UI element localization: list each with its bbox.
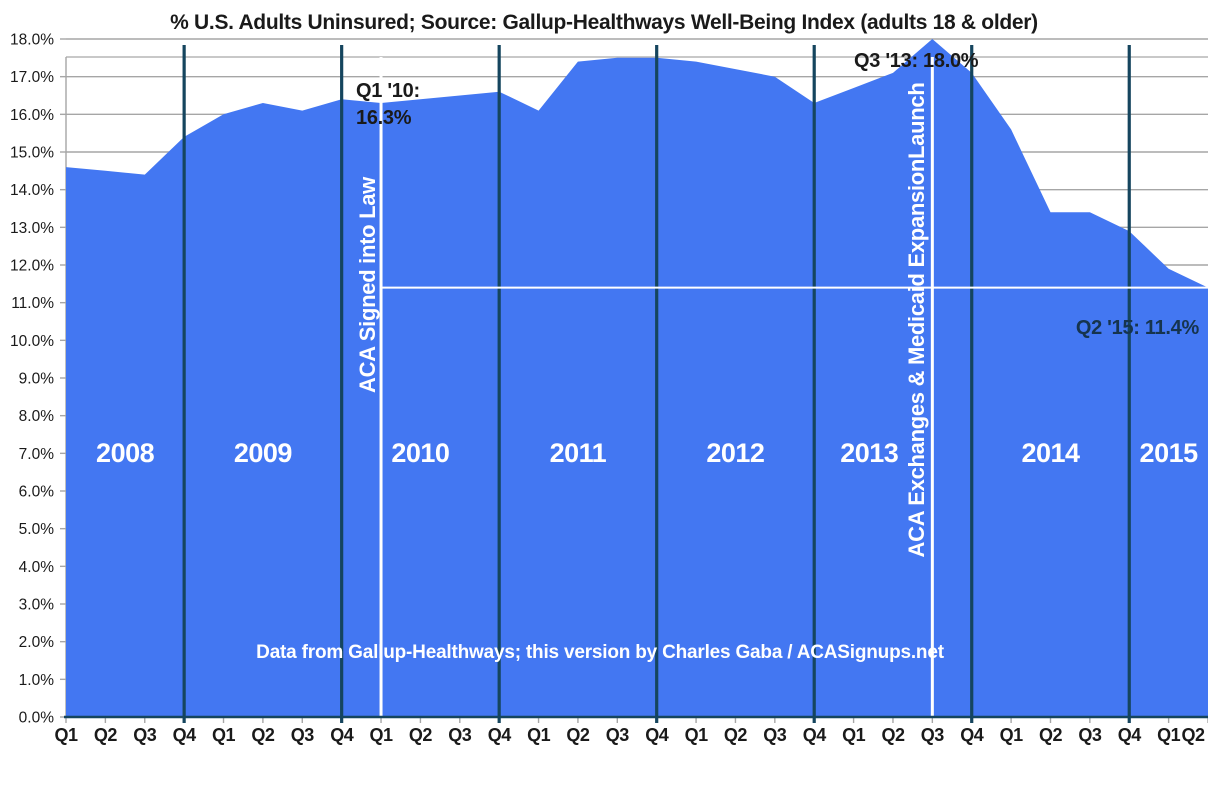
x-axis-label: Q1	[54, 725, 78, 745]
y-axis-label: 12.0%	[10, 258, 54, 275]
x-axis-label: Q1	[527, 725, 551, 745]
year-label: 2008	[96, 438, 155, 468]
annotation-q3-13-peak: Q3 '13: 18.0%	[854, 50, 979, 72]
x-axis-label: Q1	[369, 725, 393, 745]
x-axis-label: Q2	[94, 725, 118, 745]
chart-title: % U.S. Adults Uninsured; Source: Gallup-…	[170, 11, 1038, 34]
y-axis-labels-layer: 0.0% 1.0% 2.0% 3.0% 4.0% 5.0% 6.0% 7.0% 8.0% 9.0%…	[10, 32, 54, 727]
year-label: 2011	[550, 438, 607, 468]
y-axis-label: 5.0%	[19, 521, 55, 538]
x-axis-label: Q1	[685, 725, 709, 745]
x-axis-label: Q4	[960, 725, 984, 745]
y-axis-label: 18.0%	[10, 32, 54, 49]
area-series-shape	[66, 39, 1208, 717]
x-axis-label: Q2	[251, 725, 275, 745]
y-axis-label: 13.0%	[10, 220, 54, 237]
y-axis-label: 9.0%	[19, 371, 55, 388]
y-axis-label: 14.0%	[10, 182, 54, 199]
x-axis-label: Q3	[133, 725, 157, 745]
annotation-q1-10-line1: Q1 '10:	[356, 80, 420, 102]
y-axis-label: 3.0%	[19, 597, 55, 614]
event-label-aca-exchanges: ACA Exchanges & Medicaid ExpansionLaunch	[904, 83, 929, 558]
x-axis-label: Q3	[606, 725, 630, 745]
x-axis-label: Q2	[566, 725, 590, 745]
x-axis-label: Q2	[1039, 725, 1063, 745]
x-axis-label: Q2	[724, 725, 748, 745]
x-axis-label: Q4	[803, 725, 827, 745]
y-axis-label: 2.0%	[19, 634, 55, 651]
x-axis-label: Q4	[173, 725, 197, 745]
annotation-q1-10-line2: 16.3%	[356, 107, 412, 129]
x-axis-label: Q1	[1000, 725, 1024, 745]
y-axis-label: 4.0%	[19, 559, 55, 576]
x-axis-label: Q1	[842, 725, 866, 745]
y-axis-label: 7.0%	[19, 446, 55, 463]
x-axis-labels-layer: Q1 Q2 Q3 Q4 Q1 Q2 Q3 Q4 Q1 Q2 Q3 Q4 Q1 Q2 Q3 Q4 Q1 Q2 Q3 Q4…	[54, 725, 1205, 745]
year-label: 2013	[840, 438, 899, 468]
event-lines-layer	[379, 57, 934, 717]
year-labels-layer: 2008 2009 2010 2011 2012 2013 2014 2015	[96, 438, 1199, 468]
x-axis-label: Q4	[488, 725, 512, 745]
x-axis-label: Q3	[291, 725, 315, 745]
x-axis-label: Q3	[763, 725, 787, 745]
credit-line: Data from Gallup-Healthways; this versio…	[256, 642, 945, 663]
y-axis-label: 11.0%	[11, 295, 54, 312]
x-axis-label: Q2	[409, 725, 433, 745]
y-axis-label: 17.0%	[10, 69, 54, 86]
y-axis-label: 0.0%	[19, 710, 55, 727]
x-axis-label: Q3	[921, 725, 945, 745]
x-axis-label: Q2	[1181, 725, 1205, 745]
year-label: 2014	[1021, 438, 1080, 468]
x-axis-label: Q2	[881, 725, 905, 745]
event-label-aca-signed: ACA Signed into Law	[355, 176, 380, 393]
x-axis-label: Q1	[212, 725, 236, 745]
y-axis-label: 6.0%	[19, 484, 55, 501]
y-axis-label: 10.0%	[10, 333, 54, 350]
x-axis-label: Q3	[1078, 725, 1102, 745]
y-axis-label: 8.0%	[19, 408, 55, 425]
x-axis-label: Q4	[1118, 725, 1142, 745]
y-axis-label: 16.0%	[10, 107, 54, 124]
year-label: 2009	[234, 438, 293, 468]
y-axis-label: 15.0%	[10, 145, 54, 162]
x-axis-label: Q4	[330, 725, 354, 745]
year-label: 2012	[706, 438, 764, 468]
year-label: 2015	[1140, 438, 1199, 468]
x-axis-label: Q4	[645, 725, 669, 745]
year-separator-lines-layer	[182, 45, 1131, 723]
x-axis-label: Q1	[1157, 725, 1181, 745]
year-label: 2010	[391, 438, 449, 468]
y-axis-label: 1.0%	[19, 672, 55, 689]
x-axis-label: Q3	[448, 725, 472, 745]
annotation-q2-15-latest: Q2 '15: 11.4%	[1076, 317, 1200, 339]
